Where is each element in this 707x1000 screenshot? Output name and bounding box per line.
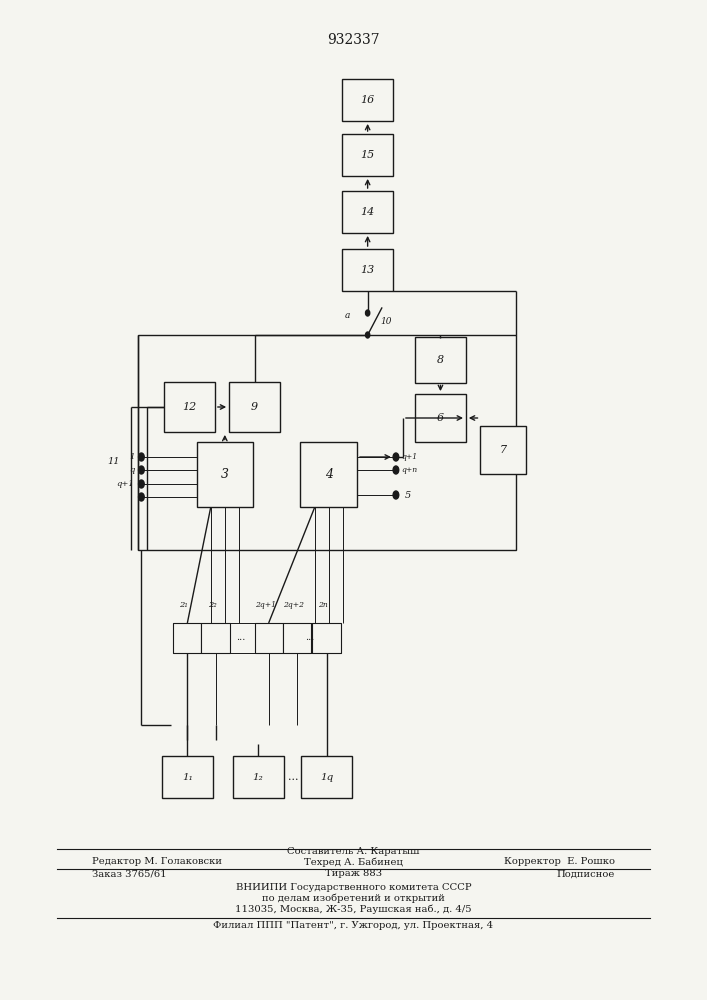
Bar xyxy=(342,249,393,291)
Bar xyxy=(229,382,280,432)
Bar xyxy=(255,623,283,653)
Circle shape xyxy=(139,480,144,488)
Text: Филиал ППП "Патент", г. Ужгород, ул. Проектная, 4: Филиал ППП "Патент", г. Ужгород, ул. Про… xyxy=(214,922,493,930)
Text: 2₁: 2₁ xyxy=(180,601,188,609)
Circle shape xyxy=(366,310,370,316)
Bar xyxy=(162,756,213,798)
Bar xyxy=(342,191,393,233)
Bar xyxy=(164,382,215,432)
Bar xyxy=(342,79,393,121)
Bar xyxy=(300,442,357,507)
Text: Заказ 3765/61: Заказ 3765/61 xyxy=(92,869,167,879)
Text: q+1: q+1 xyxy=(402,453,418,461)
Text: ...: ... xyxy=(305,634,315,643)
Circle shape xyxy=(393,453,399,461)
Text: 2n: 2n xyxy=(318,601,328,609)
Text: ...: ... xyxy=(288,772,298,782)
Text: a: a xyxy=(344,312,350,320)
Text: ...: ... xyxy=(235,634,245,643)
Bar xyxy=(201,623,230,653)
Text: q: q xyxy=(129,466,134,474)
Text: 2₂: 2₂ xyxy=(208,601,216,609)
Bar xyxy=(138,335,516,550)
Circle shape xyxy=(139,453,144,461)
Text: 1₁: 1₁ xyxy=(182,772,193,782)
Bar xyxy=(233,756,284,798)
Bar xyxy=(342,134,393,176)
Bar xyxy=(173,623,201,653)
Text: 5: 5 xyxy=(404,490,411,499)
Text: q+n: q+n xyxy=(402,466,418,474)
Text: 15: 15 xyxy=(361,150,375,160)
Text: Корректор  Е. Рошко: Корректор Е. Рошко xyxy=(504,857,615,866)
Text: Тираж 883: Тираж 883 xyxy=(325,869,382,879)
Text: 3: 3 xyxy=(221,468,229,482)
Text: 13: 13 xyxy=(361,265,375,275)
Text: 11: 11 xyxy=(107,458,120,466)
Text: 7: 7 xyxy=(500,445,507,455)
Text: по делам изобретений и открытий: по делам изобретений и открытий xyxy=(262,893,445,903)
Text: 2q+2: 2q+2 xyxy=(283,601,304,609)
Text: 1q: 1q xyxy=(320,772,333,782)
Text: 113035, Москва, Ж-35, Раушская наб., д. 4/5: 113035, Москва, Ж-35, Раушская наб., д. … xyxy=(235,904,472,914)
Text: Редактор М. Голаковски: Редактор М. Голаковски xyxy=(92,857,222,866)
Bar xyxy=(312,623,341,653)
Bar xyxy=(415,394,466,442)
Text: 8: 8 xyxy=(437,355,444,365)
Bar xyxy=(283,623,311,653)
Text: 12: 12 xyxy=(182,402,197,412)
Circle shape xyxy=(393,491,399,499)
Text: 9: 9 xyxy=(251,402,258,412)
Bar xyxy=(301,756,352,798)
Text: q+1: q+1 xyxy=(117,480,134,488)
Text: 2q+1: 2q+1 xyxy=(255,601,276,609)
Text: 1: 1 xyxy=(129,453,134,461)
Bar xyxy=(415,338,466,382)
Text: Составитель А. Каратыш: Составитель А. Каратыш xyxy=(287,848,420,856)
Circle shape xyxy=(139,466,144,474)
Text: 14: 14 xyxy=(361,207,375,217)
Circle shape xyxy=(393,466,399,474)
Text: Техред А. Бабинец: Техред А. Бабинец xyxy=(304,857,403,867)
Text: 4: 4 xyxy=(325,468,333,482)
Text: 6: 6 xyxy=(437,413,444,423)
Circle shape xyxy=(366,332,370,338)
Text: Подписное: Подписное xyxy=(556,869,615,879)
Text: 1₂: 1₂ xyxy=(252,772,264,782)
Circle shape xyxy=(139,493,144,501)
Text: 10: 10 xyxy=(380,318,392,326)
Bar xyxy=(480,426,526,474)
Text: 16: 16 xyxy=(361,95,375,105)
Bar xyxy=(197,442,253,507)
Text: ВНИИПИ Государственного комитета СССР: ВНИИПИ Государственного комитета СССР xyxy=(235,882,472,892)
Text: 932337: 932337 xyxy=(327,33,380,47)
